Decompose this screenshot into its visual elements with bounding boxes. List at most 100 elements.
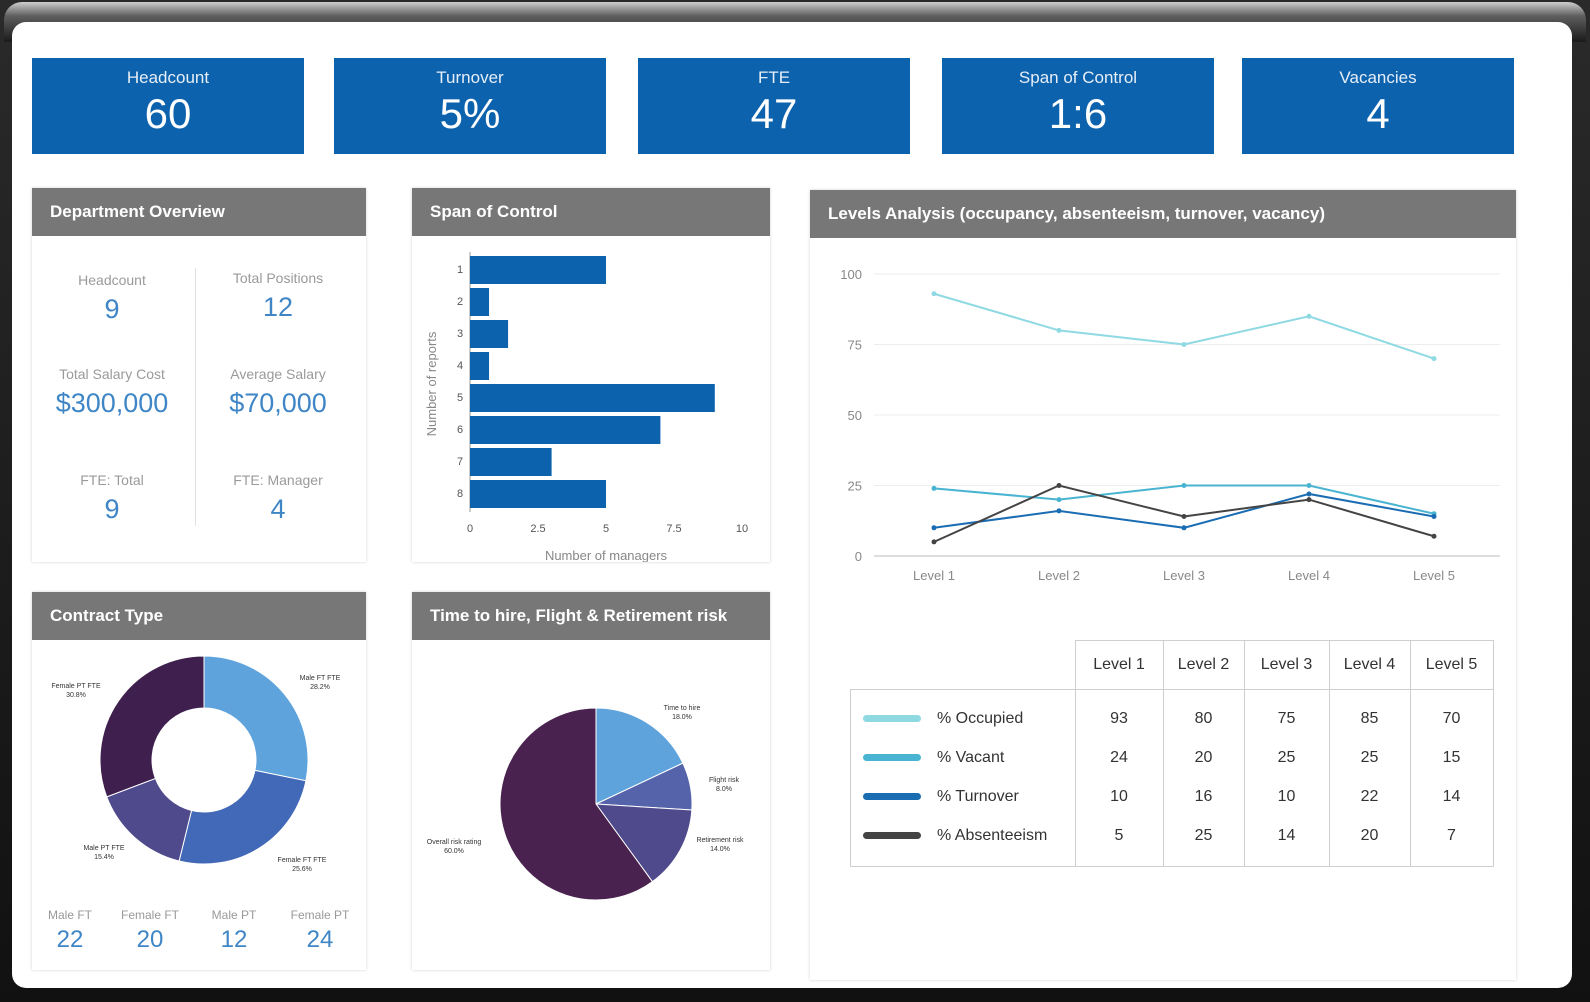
dashboard-screen: Headcount 60 Turnover 5% FTE 47 Span of … <box>12 22 1572 988</box>
slice-percent: 8.0% <box>716 786 732 793</box>
pie-slice <box>595 707 684 805</box>
bar <box>470 416 661 444</box>
slice-label: Female PT FTE <box>51 683 101 690</box>
series-point <box>1306 483 1312 488</box>
stat-label: Female PT <box>290 908 350 922</box>
card-title: Department Overview <box>32 188 366 236</box>
stat-label: FTE: Manager <box>233 472 323 488</box>
legend-label: % Vacant <box>937 748 1005 766</box>
y-tick-label: 4 <box>457 360 463 372</box>
series-point <box>1181 483 1187 488</box>
stat-label: FTE: Total <box>80 472 144 488</box>
contract-stat-male-ft: Male FT 22 <box>30 908 110 954</box>
table-corner <box>850 640 1075 690</box>
y-tick-label: 7 <box>457 456 463 468</box>
levels-line-chart: 0 25 50 75 100 Level 1 Level 2 Level 3 Level 4 Le… <box>840 267 1500 583</box>
bar <box>470 288 490 316</box>
kpi-headcount: Headcount 60 <box>32 58 304 154</box>
y-tick-label: 100 <box>840 267 862 282</box>
stat-value: 9 <box>104 494 120 524</box>
x-tick-label: 10 <box>736 523 748 535</box>
table-cell: 25 <box>1243 738 1330 777</box>
stat-value: 4 <box>270 494 286 524</box>
legend-vacant: % Vacant <box>850 738 1076 777</box>
table-cell: 15 <box>1409 738 1494 777</box>
card-title: Time to hire, Flight & Retirement risk <box>412 592 770 640</box>
x-tick-label: 2.5 <box>530 523 545 535</box>
table-cell: 85 <box>1328 689 1411 738</box>
x-axis-label: Number of managers <box>545 548 668 562</box>
legend-swatch <box>863 753 921 761</box>
stat-label: Headcount <box>78 272 146 288</box>
series-point <box>1306 313 1312 319</box>
table-cell: 80 <box>1162 689 1245 738</box>
table-cell: 14 <box>1409 777 1494 816</box>
y-tick-label: 0 <box>855 549 862 564</box>
table-cell: 5 <box>1074 816 1164 867</box>
series-point <box>931 539 937 545</box>
series-point <box>1431 356 1437 362</box>
col-header: Level 2 <box>1162 640 1245 690</box>
series-point <box>931 525 937 531</box>
series-point <box>1056 483 1062 488</box>
slice-label: Male PT FTE <box>83 845 124 852</box>
pie-slice <box>594 803 693 883</box>
slice-percent: 15.4% <box>94 854 114 861</box>
legend-absenteeism: % Absenteeism <box>850 816 1076 867</box>
risk-card: Time to hire, Flight & Retirement risk T… <box>412 592 770 970</box>
series-point <box>1181 525 1187 531</box>
stat-value: 12 <box>262 292 294 322</box>
table-cell: 20 <box>1162 738 1245 777</box>
kpi-label: Headcount <box>126 68 210 87</box>
x-tick-label: Level 3 <box>1163 568 1205 583</box>
bar <box>470 480 606 508</box>
y-tick-label: 2 <box>457 296 463 308</box>
stat-fte-manager: FTE: Manager 4 <box>198 472 358 525</box>
slice-percent: 18.0% <box>672 714 692 721</box>
table-cell: 75 <box>1243 689 1330 738</box>
bar <box>470 448 552 476</box>
legend-swatch <box>863 792 921 800</box>
stat-label: Male PT <box>211 908 257 922</box>
stat-value: $70,000 <box>229 388 327 418</box>
contract-stat-female-pt: Female PT 24 <box>280 908 360 954</box>
series-point <box>1306 491 1312 497</box>
table-cell: 22 <box>1328 777 1411 816</box>
stat-total-salary-cost: Total Salary Cost $300,000 <box>32 366 192 419</box>
series-point <box>931 485 937 491</box>
pie-slice <box>499 707 654 901</box>
legend-swatch <box>863 831 921 839</box>
kpi-label: Vacancies <box>1339 68 1417 87</box>
levels-table: Level 1 Level 2 Level 3 Level 4 Level 5 … <box>850 640 1494 867</box>
kpi-fte: FTE 47 <box>638 58 910 154</box>
stat-label: Male FT <box>47 908 92 922</box>
kpi-label: Turnover <box>436 68 504 87</box>
risk-pie-chart: Time to hire 18.0% Flight risk 8.0% Retireme… <box>427 705 744 901</box>
series-point <box>1431 514 1437 520</box>
slice-label: Time to hire <box>664 705 701 712</box>
x-tick-label: 0 <box>467 523 473 535</box>
legend-label: % Occupied <box>937 709 1024 727</box>
y-axis-label: Number of reports <box>424 331 439 436</box>
stat-value: 24 <box>306 926 334 953</box>
x-tick-label: 7.5 <box>666 523 681 535</box>
y-tick-label: 75 <box>848 338 862 353</box>
stat-value: 9 <box>104 294 120 324</box>
bar <box>470 352 490 380</box>
legend-swatch <box>863 714 921 722</box>
span-of-control-chart: 0 2.5 5 7.5 10 1 2 3 4 5 6 7 8 Number of managers Numb… <box>424 252 748 562</box>
slice-percent: 30.8% <box>66 692 86 699</box>
table-cell: 10 <box>1243 777 1330 816</box>
slice-label: Flight risk <box>709 777 739 784</box>
series-point <box>931 291 937 297</box>
bar <box>470 384 715 412</box>
table-row: % Vacant 24 20 25 25 15 <box>850 738 1494 777</box>
table-cell: 20 <box>1328 816 1411 867</box>
y-tick-label: 25 <box>848 479 862 494</box>
series-line <box>933 484 1435 543</box>
series-point <box>1056 508 1062 514</box>
series-point <box>1056 497 1062 503</box>
divider <box>195 268 196 526</box>
slice-label: Female FT FTE <box>278 857 327 864</box>
